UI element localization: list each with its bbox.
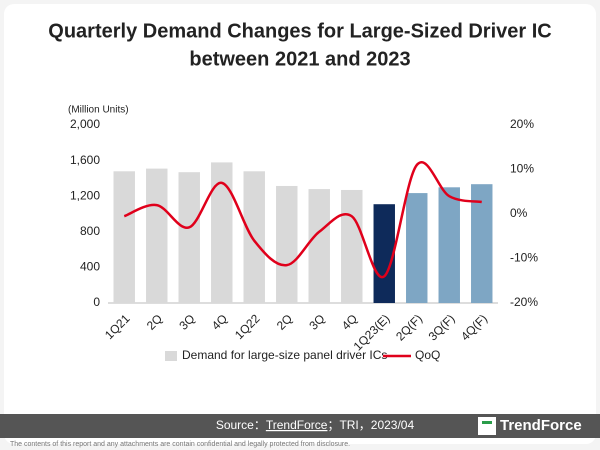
y-tick-label: 0 [93,295,100,309]
y2-tick-label: -10% [510,251,538,265]
y-tick-label: 800 [80,224,100,238]
qoq-line [123,161,482,279]
logo-icon-bar [482,421,492,424]
footer-bar [0,414,600,438]
chart-title: Quarterly Demand Changes for Large-Sized… [48,20,551,42]
y-tick-label: 1,600 [70,153,100,167]
bar [276,185,298,303]
bar [211,162,233,303]
disclaimer: The contents of this report and any atta… [10,441,350,448]
source-brand: TrendForce [266,418,328,432]
bar [113,171,135,303]
bar [308,189,330,303]
y2-tick-label: 10% [510,162,534,176]
source: Source：TrendForce；TRI，2023/04 [216,418,415,432]
logo-icon [478,417,496,435]
legend-label: QoQ [415,348,440,362]
chart-subtitle: between 2021 and 2023 [189,48,410,70]
source-prefix: Source： [216,418,266,432]
y-tick-label: 1,200 [70,188,100,202]
y-tick-label: 2,000 [70,117,100,131]
bar [341,189,363,303]
bar [406,193,428,303]
bar [243,171,265,303]
y-axis-title: (Million Units) [68,105,129,116]
bar [438,187,460,303]
source-suffix: ；TRI，2023/04 [327,418,414,432]
legend-label: Demand for large-size panel driver ICs [182,348,387,362]
bar [146,168,168,303]
bar [373,204,395,303]
bar [178,172,200,303]
legend-swatch [165,351,177,361]
y2-tick-label: -20% [510,295,538,309]
panel [4,4,596,444]
logo-text: TrendForce [500,417,582,434]
y2-tick-label: 20% [510,117,534,131]
bar [471,184,493,303]
y-tick-label: 400 [80,260,100,274]
y2-tick-label: 0% [510,206,528,220]
